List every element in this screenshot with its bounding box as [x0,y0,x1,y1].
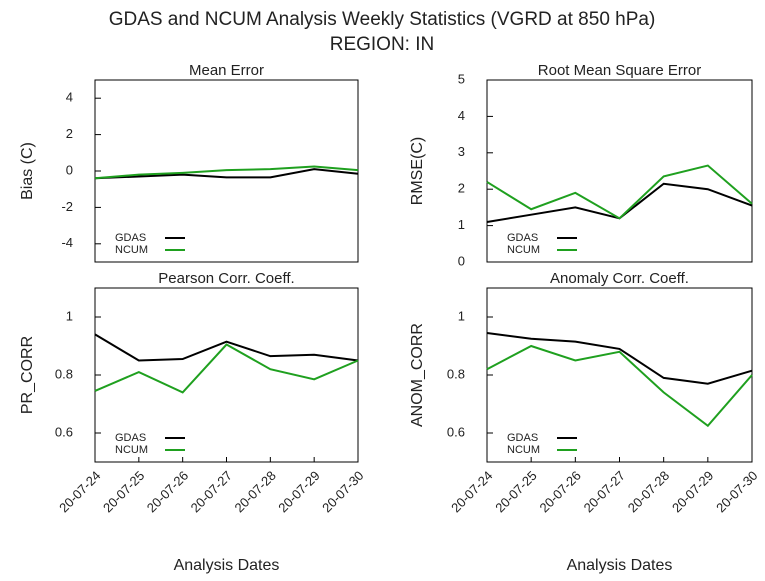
x-tick-label: 20-07-27 [188,468,235,515]
y-axis-label: ANOM_CORR [409,323,426,427]
figure-title: GDAS and NCUM Analysis Weekly Statistics… [109,9,656,30]
y-axis-label: PR_CORR [19,336,36,414]
y-tick-label: 1 [458,217,465,232]
x-tick-label: 20-07-30 [319,468,366,515]
legend-label: NCUM [115,444,148,456]
y-tick-label: 2 [458,181,465,196]
y-tick-label: 1 [66,308,73,323]
x-tick-label: 20-07-29 [275,468,322,515]
x-tick-label: 20-07-26 [536,468,583,515]
x-tick-label: 20-07-26 [144,468,191,515]
y-tick-label: -2 [61,199,73,214]
y-axis-label: Bias (C) [19,142,36,200]
x-tick-label: 20-07-28 [625,468,672,515]
plot-frame [486,79,753,263]
y-tick-label: 0.8 [447,366,465,381]
y-tick-label: 1 [458,308,465,323]
series-line [94,343,359,394]
y-tick-label: 3 [458,144,465,159]
y-tick-label: 0.6 [55,424,73,439]
x-tick-label: 20-07-25 [100,468,147,515]
x-axis-label: Analysis Dates [567,557,673,574]
y-tick-label: 2 [66,126,73,141]
series-line [94,333,359,362]
legend-label: NCUM [507,244,540,256]
y-tick-label: -4 [61,235,73,250]
y-tick-label: 0 [458,253,465,268]
y-axis-label: RMSE(C) [409,137,426,205]
x-tick-label: 20-07-24 [56,468,103,515]
x-axis-label: Analysis Dates [174,557,280,574]
series-line [94,165,359,180]
series-line [486,344,753,428]
x-tick-label: 20-07-27 [581,468,628,515]
x-tick-label: 20-07-29 [669,468,716,515]
y-tick-label: 4 [458,108,465,123]
figure-subtitle: REGION: IN [330,34,435,55]
y-tick-label: 4 [66,90,73,105]
x-tick-label: 20-07-24 [448,468,495,515]
series-line [486,331,753,385]
legend-label: NCUM [115,244,148,256]
legend-label: GDAS [115,432,146,444]
series-line [94,168,359,180]
panel-title: Anomaly Corr. Coeff. [550,270,689,287]
legend-label: GDAS [507,232,538,244]
y-tick-label: 0.6 [447,424,465,439]
panel-title: Mean Error [189,62,264,79]
legend-label: NCUM [507,444,540,456]
y-tick-label: 0.8 [55,366,73,381]
legend-label: GDAS [115,232,146,244]
series-line [486,164,753,220]
panel-title: Root Mean Square Error [538,62,701,79]
series-line [486,182,753,223]
x-tick-label: 20-07-28 [231,468,278,515]
y-tick-label: 5 [458,71,465,86]
legend-label: GDAS [507,432,538,444]
x-tick-label: 20-07-30 [713,468,760,515]
panel-title: Pearson Corr. Coeff. [158,270,294,287]
y-tick-label: 0 [66,162,73,177]
x-tick-label: 20-07-25 [492,468,539,515]
